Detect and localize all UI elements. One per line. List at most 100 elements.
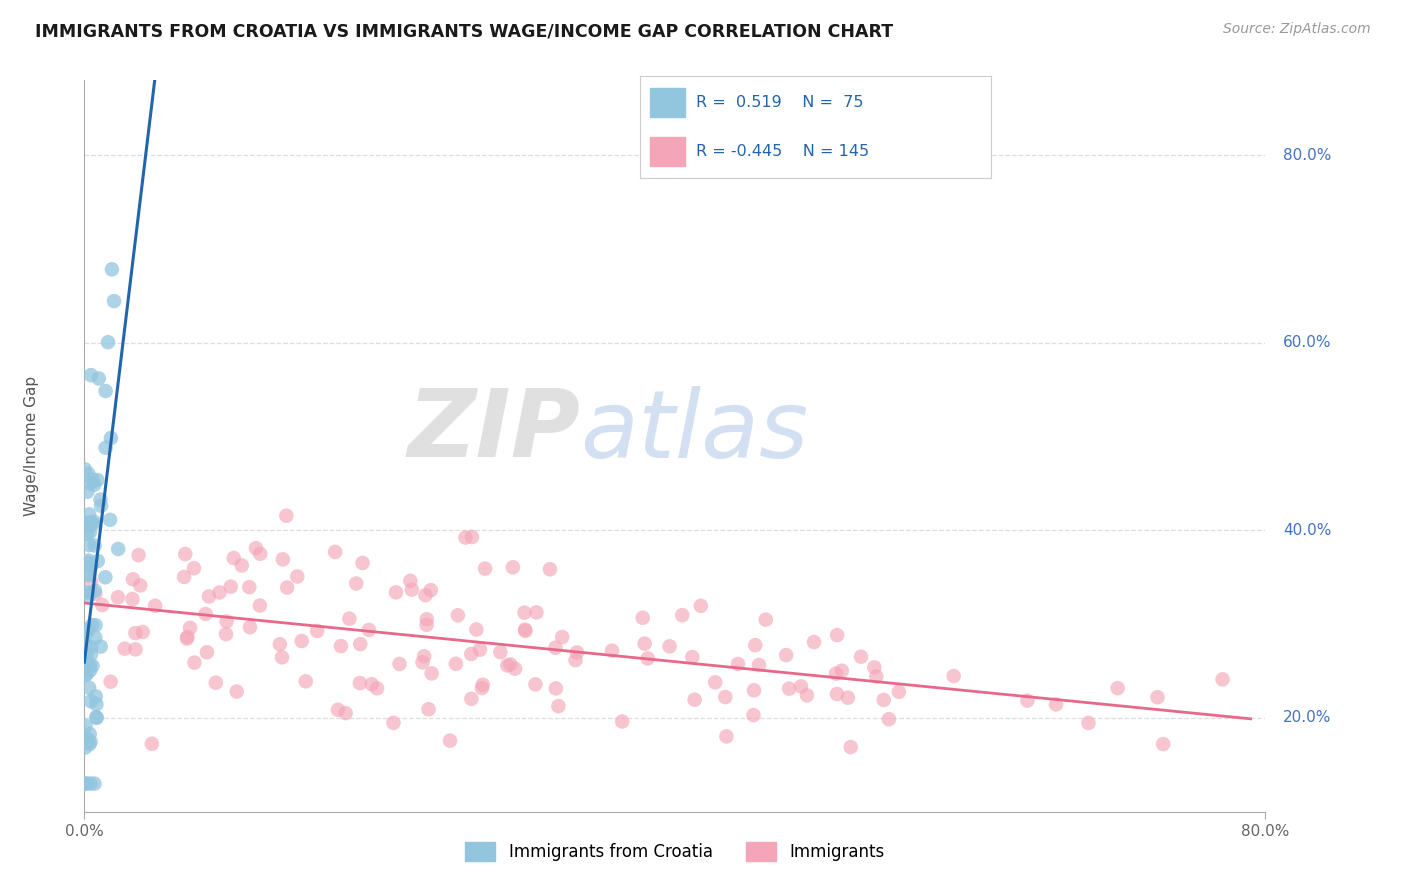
Point	[419, 583, 441, 598]
Point	[460, 691, 482, 706]
Point	[80, 558, 103, 573]
Point	[825, 628, 848, 642]
Point	[942, 669, 965, 683]
Point	[198, 590, 221, 604]
Point	[100, 674, 122, 689]
Point	[269, 637, 291, 651]
Point	[415, 617, 437, 632]
Point	[544, 681, 567, 696]
Point	[330, 639, 353, 653]
Point	[803, 635, 825, 649]
Point	[1107, 681, 1129, 695]
Point	[195, 645, 218, 659]
Point	[681, 650, 703, 665]
Point	[79, 664, 101, 678]
Point	[82, 659, 104, 673]
Point	[1017, 693, 1039, 707]
Point	[76, 655, 98, 669]
Point	[80, 694, 103, 708]
Point	[215, 627, 238, 641]
Point	[515, 624, 537, 638]
Point	[98, 513, 121, 527]
Point	[447, 608, 470, 623]
Point	[79, 585, 101, 599]
Point	[75, 668, 97, 682]
Point	[219, 580, 242, 594]
Point	[80, 575, 103, 590]
Point	[276, 508, 298, 523]
Bar	[650, 88, 686, 117]
Point	[79, 727, 101, 741]
Point	[83, 515, 105, 529]
Point	[335, 706, 357, 720]
Point	[600, 643, 623, 657]
Point	[208, 585, 231, 599]
Text: 60.0%: 60.0%	[1284, 335, 1331, 351]
Point	[1077, 715, 1099, 730]
Point	[76, 527, 98, 541]
Point	[631, 611, 654, 625]
Point	[339, 612, 361, 626]
Point	[503, 662, 526, 676]
Point	[357, 623, 380, 637]
Point	[84, 587, 107, 601]
Point	[124, 642, 146, 657]
Point	[77, 508, 100, 522]
Point	[79, 737, 101, 751]
Point	[222, 551, 245, 566]
Point	[742, 708, 765, 723]
Point	[205, 675, 228, 690]
Point	[825, 666, 848, 681]
Point	[75, 740, 97, 755]
Point	[291, 634, 314, 648]
Point	[79, 516, 101, 530]
Point	[471, 681, 494, 695]
Point	[173, 570, 195, 584]
Point	[179, 621, 201, 635]
Point	[349, 637, 371, 651]
Point	[489, 645, 512, 659]
Point	[91, 598, 114, 612]
Point	[75, 719, 97, 733]
Point	[176, 630, 198, 644]
Point	[294, 674, 316, 689]
Point	[75, 731, 97, 746]
Point	[249, 547, 271, 561]
Point	[77, 556, 100, 570]
Point	[465, 623, 488, 637]
Point	[538, 562, 561, 576]
Point	[249, 599, 271, 613]
Point	[79, 658, 101, 673]
Point	[775, 648, 797, 662]
Point	[75, 638, 97, 652]
Text: ZIP: ZIP	[408, 385, 581, 477]
Point	[474, 561, 496, 575]
Point	[121, 592, 143, 607]
Point	[76, 624, 98, 639]
Point	[77, 553, 100, 567]
Point	[86, 711, 108, 725]
Point	[174, 547, 197, 561]
Text: R =  0.519    N =  75: R = 0.519 N = 75	[696, 95, 863, 110]
Point	[502, 560, 524, 574]
Point	[612, 714, 634, 729]
Point	[399, 574, 422, 588]
Point	[239, 620, 262, 634]
Point	[461, 530, 484, 544]
Point	[122, 572, 145, 586]
Point	[385, 585, 408, 599]
Point	[114, 641, 136, 656]
Point	[748, 658, 770, 673]
Point	[837, 690, 859, 705]
Point	[420, 666, 443, 681]
Point	[524, 677, 547, 691]
Point	[565, 645, 588, 659]
Point	[79, 476, 101, 491]
Point	[77, 568, 100, 582]
Point	[245, 541, 267, 556]
Point	[689, 599, 711, 613]
Point	[131, 625, 153, 640]
Point	[683, 692, 706, 706]
Point	[1212, 673, 1234, 687]
Point	[107, 541, 129, 556]
